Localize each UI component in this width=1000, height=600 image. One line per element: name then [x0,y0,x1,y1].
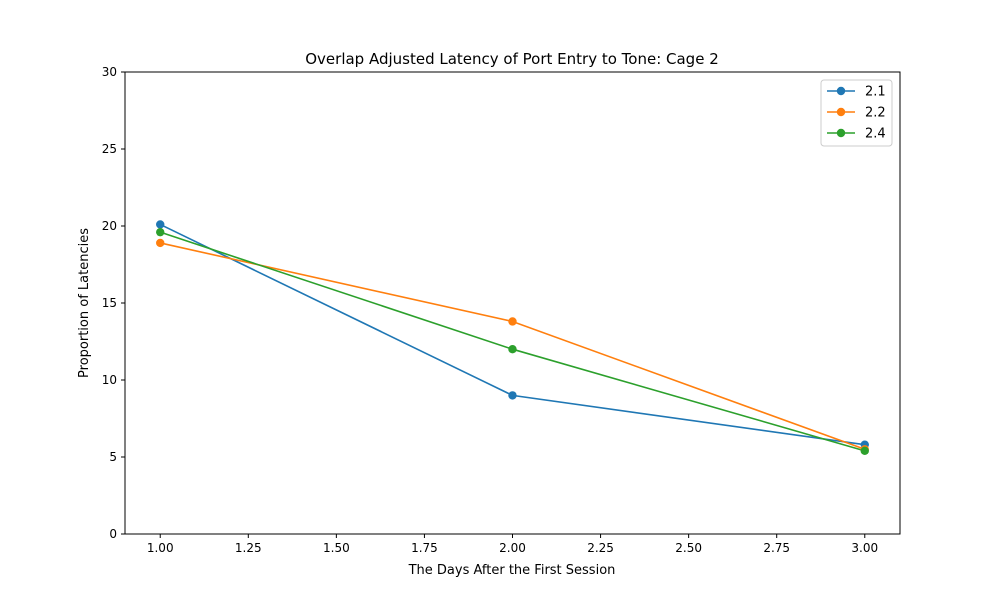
plot-area: 1.00 1.25 1.50 1.75 2.00 2.25 2.50 2.75 3.00 0 5 10… [102,65,901,555]
legend-label: 2.1 [865,85,886,100]
y-tick-label: 0 [109,527,117,541]
x-tick-label: 1.75 [411,541,438,555]
chart-title: Overlap Adjusted Latency of Port Entry t… [305,50,719,68]
legend: 2.1 2.2 2.4 [820,79,893,147]
x-tick-label: 1.00 [147,541,174,555]
x-tick-label: 2.75 [763,541,790,555]
x-tick-label: 2.50 [675,541,702,555]
y-tick-label: 25 [102,142,117,156]
y-tick-label: 5 [109,450,117,464]
x-tick-label: 3.00 [851,541,878,555]
legend-marker [836,128,846,138]
x-axis-label: The Days After the First Session [408,563,616,578]
data-point-2-4 [860,446,869,456]
y-axis-label: Proportion of Latencies [77,228,92,378]
data-point-2-1 [156,220,165,229]
y-tick-label: 10 [102,373,117,387]
legend-marker [836,107,846,117]
data-point-2-1 [508,391,517,400]
y-tick-label: 15 [102,296,117,310]
y-tick-label: 30 [102,65,117,79]
x-tick-label: 1.25 [235,541,262,555]
data-point-2-2 [156,238,165,248]
legend-marker [836,86,846,96]
series-line-2-4 [159,231,865,452]
x-tick-label: 2.25 [587,541,614,555]
data-point-2-2 [508,317,517,326]
legend-label: 2.4 [865,127,886,142]
x-tick-label: 2.00 [499,541,526,555]
data-point-2-4 [156,227,165,237]
x-tick-label: 1.50 [323,541,350,555]
legend-label: 2.2 [865,106,886,121]
y-tick-label: 20 [102,219,117,233]
data-point-2-4 [508,345,517,354]
axes-frame [124,71,901,535]
